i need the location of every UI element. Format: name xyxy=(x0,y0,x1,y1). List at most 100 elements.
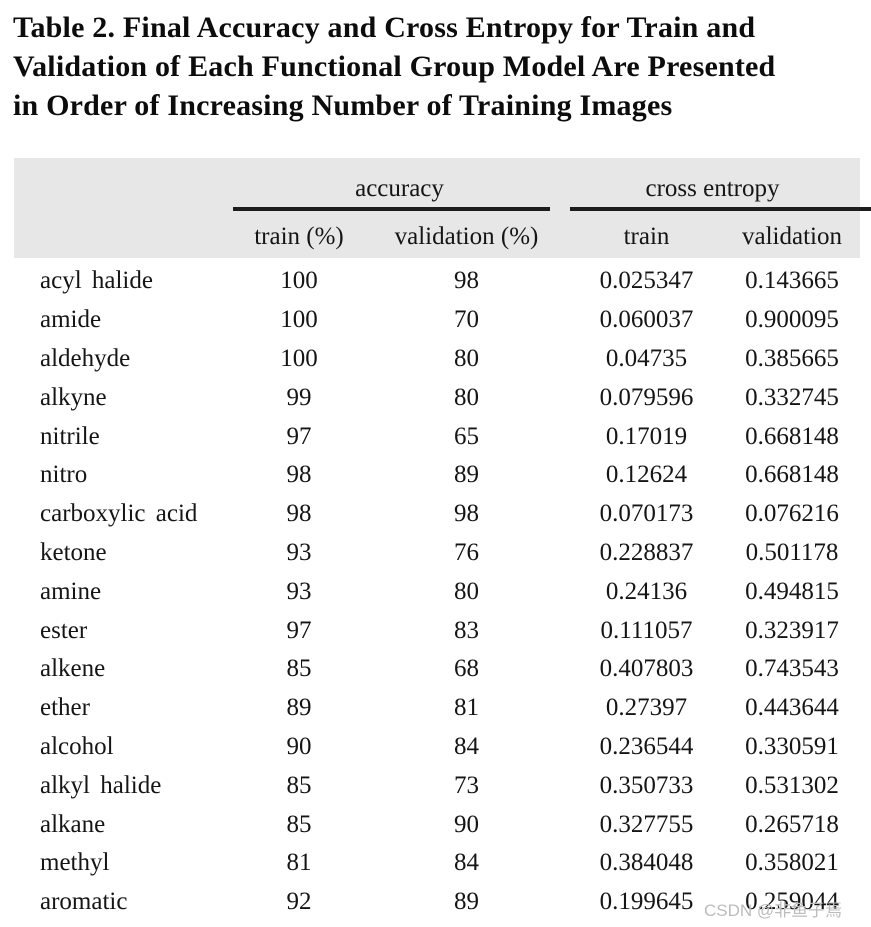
row-value: 93 xyxy=(286,577,312,605)
row-value: 84 xyxy=(454,849,479,877)
table-row: alkyne 99 80 0.079596 0.332745 xyxy=(14,378,860,417)
row-value: 0.531302 xyxy=(745,771,839,799)
row-value: 0.076216 xyxy=(745,500,839,528)
row-value: 0.27397 xyxy=(605,694,688,722)
row-value: 93 xyxy=(286,538,312,566)
row-value: 0.04735 xyxy=(605,344,688,372)
row-value: 98 xyxy=(454,500,479,528)
row-value: 0.668148 xyxy=(745,461,839,489)
row-value: 84 xyxy=(454,732,479,760)
row-value: 0.12624 xyxy=(605,461,688,489)
row-value: 0.24136 xyxy=(605,577,688,605)
caption-line-2: Validation of Each Functional Group Mode… xyxy=(13,50,776,83)
row-value: 85 xyxy=(286,655,312,683)
table-caption: Table 2. Final Accuracy and Cross Entrop… xyxy=(13,8,865,125)
row-value: 90 xyxy=(454,810,479,838)
caption-line-3: in Order of Increasing Number of Trainin… xyxy=(13,89,673,122)
table-row: amide 100 70 0.060037 0.900095 xyxy=(14,301,860,340)
row-value: 0.743543 xyxy=(745,655,839,683)
row-label: amine xyxy=(40,577,102,605)
row-label: amide xyxy=(40,306,102,334)
row-value: 0.111057 xyxy=(600,616,693,644)
row-value: 85 xyxy=(286,771,312,799)
row-value: 0.327755 xyxy=(599,810,694,838)
row-label: alkyne xyxy=(40,383,107,411)
row-value: 0.323917 xyxy=(745,616,839,644)
row-value: 89 xyxy=(454,461,479,489)
row-value: 0.668148 xyxy=(745,422,839,450)
table-header-band: accuracy cross entropy train (%) validat… xyxy=(14,158,871,258)
row-label: nitrile xyxy=(40,422,100,450)
row-value: 90 xyxy=(286,732,312,760)
row-value: 89 xyxy=(454,888,479,916)
sub-header-train-pct: train (%) xyxy=(254,222,344,250)
row-value: 100 xyxy=(280,344,318,372)
row-value: 0.143665 xyxy=(745,267,839,295)
row-value: 65 xyxy=(454,422,479,450)
table-row: alcohol 90 84 0.236544 0.330591 xyxy=(14,728,860,767)
row-value: 0.079596 xyxy=(599,383,694,411)
row-label: ester xyxy=(40,616,88,644)
row-value: 0.350733 xyxy=(599,771,694,799)
row-value: 100 xyxy=(280,306,318,334)
row-value: 0.265718 xyxy=(745,810,839,838)
row-value: 98 xyxy=(454,267,479,295)
row-value: 0.443644 xyxy=(745,694,839,722)
row-value: 98 xyxy=(286,500,312,528)
table-row: aldehyde 100 80 0.04735 0.385665 xyxy=(14,340,860,379)
row-value: 70 xyxy=(454,306,479,334)
table-row: acyl halide 100 98 0.025347 0.143665 xyxy=(14,262,860,301)
row-value: 0.358021 xyxy=(745,849,839,877)
row-value: 68 xyxy=(454,655,479,683)
table-row: ether 89 81 0.27397 0.443644 xyxy=(14,689,860,728)
row-value: 97 xyxy=(286,422,312,450)
row-label: carboxylic acid xyxy=(40,500,198,528)
group-header-row: accuracy cross entropy xyxy=(14,158,860,207)
table-body: acyl halide 100 98 0.025347 0.143665 amide 100… xyxy=(14,258,860,922)
row-label: alcohol xyxy=(40,732,114,760)
row-value: 99 xyxy=(286,383,312,411)
row-value: 0.494815 xyxy=(745,577,839,605)
row-label: nitro xyxy=(40,461,88,489)
row-value: 0.259044 xyxy=(745,888,839,916)
row-value: 0.025347 xyxy=(599,267,694,295)
row-value: 73 xyxy=(454,771,479,799)
row-value: 0.407803 xyxy=(599,655,694,683)
row-value: 92 xyxy=(286,888,312,916)
row-value: 0.501178 xyxy=(745,538,839,566)
row-value: 0.17019 xyxy=(605,422,688,450)
sub-header-row: train (%) validation (%) train validatio… xyxy=(14,207,860,258)
row-value: 80 xyxy=(454,577,479,605)
row-label: aromatic xyxy=(40,888,128,916)
table-row: methyl 81 84 0.384048 0.358021 xyxy=(14,844,860,883)
table-row: aromatic 92 89 0.199645 0.259044 xyxy=(14,883,860,922)
group-header-cross-entropy: cross entropy xyxy=(645,174,780,202)
row-value: 81 xyxy=(454,694,479,722)
row-label: acyl halide xyxy=(40,267,153,295)
row-value: 0.228837 xyxy=(599,538,694,566)
row-value: 0.900095 xyxy=(745,306,839,334)
caption-line-1: Table 2. Final Accuracy and Cross Entrop… xyxy=(13,11,756,44)
row-value: 81 xyxy=(286,849,312,877)
results-table: accuracy cross entropy train (%) validat… xyxy=(14,158,871,922)
accuracy-underline-rule xyxy=(233,207,550,211)
row-value: 97 xyxy=(286,616,312,644)
row-value: 0.070173 xyxy=(599,500,694,528)
row-value: 80 xyxy=(454,344,479,372)
table-row: carboxylic acid 98 98 0.070173 0.076216 xyxy=(14,495,860,534)
row-value: 0.060037 xyxy=(599,306,694,334)
row-label: alkene xyxy=(40,655,106,683)
row-value: 0.384048 xyxy=(599,849,694,877)
cross-entropy-underline-rule xyxy=(570,207,871,211)
row-value: 0.236544 xyxy=(599,732,694,760)
row-value: 100 xyxy=(280,267,318,295)
sub-header-validation-pct: validation (%) xyxy=(394,222,539,250)
row-value: 0.330591 xyxy=(745,732,839,760)
row-label: ketone xyxy=(40,538,107,566)
row-value: 89 xyxy=(286,694,312,722)
row-value: 83 xyxy=(454,616,479,644)
group-header-accuracy: accuracy xyxy=(355,174,444,202)
table-row: ester 97 83 0.111057 0.323917 xyxy=(14,611,860,650)
table-row: nitrile 97 65 0.17019 0.668148 xyxy=(14,417,860,456)
